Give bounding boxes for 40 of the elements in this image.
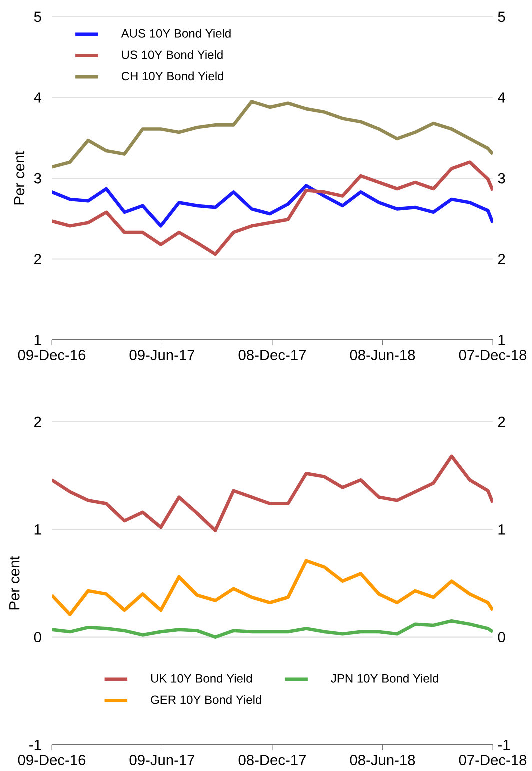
y-tick-label: -1 <box>30 740 42 750</box>
y2-tick-label: 2 <box>498 416 506 428</box>
legend-label: CH 10Y Bond Yield <box>122 72 224 81</box>
y2-tick-label: 1 <box>498 334 506 346</box>
y2-tick-label: 5 <box>498 12 506 22</box>
x-tick-label: 09-Jun-17 <box>130 350 195 360</box>
y2-tick-label: 0 <box>498 632 506 643</box>
x-tick-label: 07-Dec-18 <box>459 350 527 360</box>
legend-label: US 10Y Bond Yield <box>122 50 223 60</box>
x-tick-label: 08-Jun-18 <box>350 755 416 766</box>
x-tick-label: 08-Jun-18 <box>350 350 416 360</box>
x-tick-label: 08-Dec-17 <box>238 755 306 766</box>
x-tick-label: 09-Dec-16 <box>18 350 86 360</box>
y-axis-title: Per cent <box>10 556 20 610</box>
y2-tick-label: 2 <box>498 254 506 264</box>
y-tick-label: 4 <box>34 92 42 103</box>
legend-label: AUS 10Y Bond Yield <box>122 29 231 38</box>
y-tick-label: 2 <box>34 416 42 428</box>
line-series <box>52 454 494 532</box>
x-tick-label: 09-Dec-16 <box>18 755 86 766</box>
y2-tick-label: 4 <box>498 92 506 103</box>
legend-label: GER 10Y Bond Yield <box>151 695 262 704</box>
line-series <box>52 559 494 616</box>
legend-label: JPN 10Y Bond Yield <box>331 674 439 683</box>
y-tick-label: 1 <box>35 524 42 535</box>
y2-tick-label: -1 <box>498 740 510 750</box>
y-tick-label: 3 <box>34 173 42 184</box>
y2-tick-label: 1 <box>498 524 506 535</box>
y2-tick-label: 3 <box>498 173 506 184</box>
x-tick-label: 09-Jun-17 <box>130 755 195 766</box>
line-series <box>52 100 494 169</box>
x-tick-label: 08-Dec-17 <box>238 350 306 360</box>
y-tick-label: 1 <box>35 334 42 346</box>
y-tick-label: 5 <box>34 12 42 22</box>
y-tick-label: 2 <box>34 254 42 264</box>
legend-label: UK 10Y Bond Yield <box>152 674 252 683</box>
y-tick-label: 0 <box>34 632 42 643</box>
line-series <box>52 184 494 228</box>
y-axis-title: Per cent <box>14 151 25 205</box>
x-tick-label: 07-Dec-18 <box>459 755 527 766</box>
